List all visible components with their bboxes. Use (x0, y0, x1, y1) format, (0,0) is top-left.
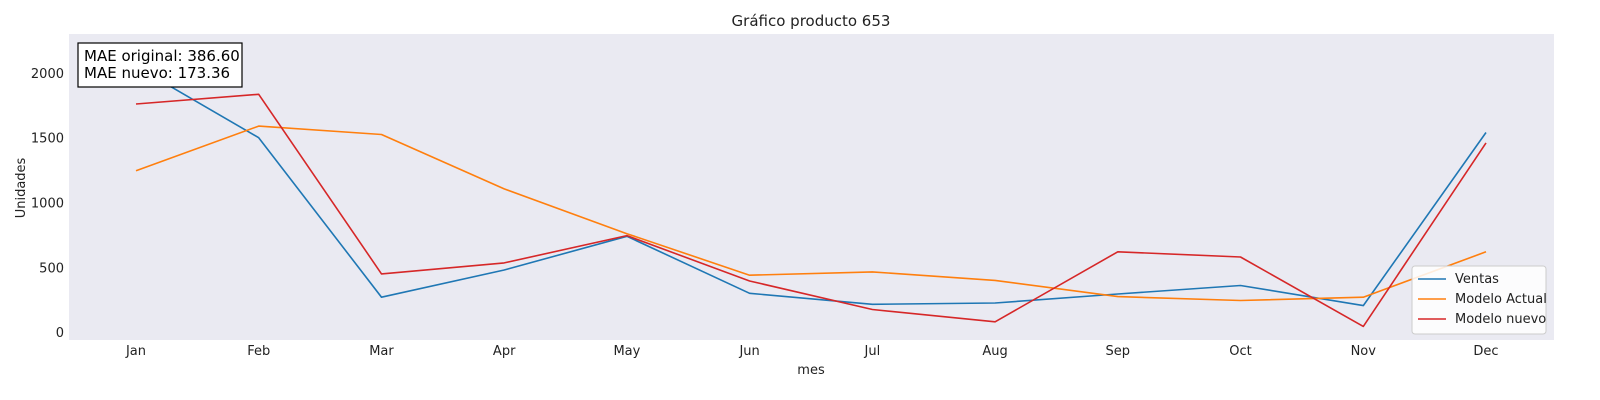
x-tick-label: Aug (982, 344, 1007, 359)
legend-label: Ventas (1455, 272, 1499, 287)
x-tick-label: Feb (247, 344, 270, 359)
chart-title: Gráfico producto 653 (732, 12, 891, 30)
series-line-ventas (135, 65, 1487, 307)
legend-box (1411, 265, 1547, 335)
y-tick-label: 2000 (31, 67, 64, 82)
x-tick-label: Oct (1229, 344, 1251, 359)
legend-label: Modelo Actual (1455, 292, 1547, 307)
y-tick-label: 500 (39, 261, 64, 276)
y-axis-ticks: 0 500 1000 1500 2000 (31, 67, 64, 341)
x-tick-label: Jul (864, 344, 881, 359)
y-tick-label: 0 (56, 326, 64, 341)
x-axis-label: mes (797, 363, 825, 378)
x-axis-ticks: Jan Feb Mar Apr May Jun Jul Aug Sep Oct Nov Dec (125, 344, 1499, 359)
y-tick-label: 1000 (31, 197, 64, 212)
mae-annotation-box: MAE original: 386.60 MAE nuevo: 173.36 (77, 42, 243, 88)
mae-original-text: MAE original: 386.60 (84, 47, 240, 65)
mae-nuevo-text: MAE nuevo: 173.36 (84, 64, 230, 82)
legend: Ventas Modelo Actual Modelo nuevo (1411, 265, 1547, 335)
x-tick-label: Jan (125, 344, 146, 359)
x-tick-label: Nov (1351, 344, 1377, 359)
series-lines (135, 65, 1487, 328)
x-tick-label: Jun (738, 344, 759, 359)
x-tick-label: Apr (493, 344, 516, 359)
series-line-modelo-nuevo (135, 93, 1487, 328)
plot-area (69, 34, 1554, 340)
legend-label: Modelo nuevo (1455, 312, 1546, 327)
x-tick-label: Dec (1473, 344, 1498, 359)
series-line-modelo-actual (135, 125, 1487, 302)
x-tick-label: Mar (369, 344, 394, 359)
x-tick-label: May (613, 344, 640, 359)
x-tick-label: Sep (1106, 344, 1131, 359)
y-axis-label: Unidades (14, 157, 29, 218)
y-tick-label: 1500 (31, 132, 64, 147)
